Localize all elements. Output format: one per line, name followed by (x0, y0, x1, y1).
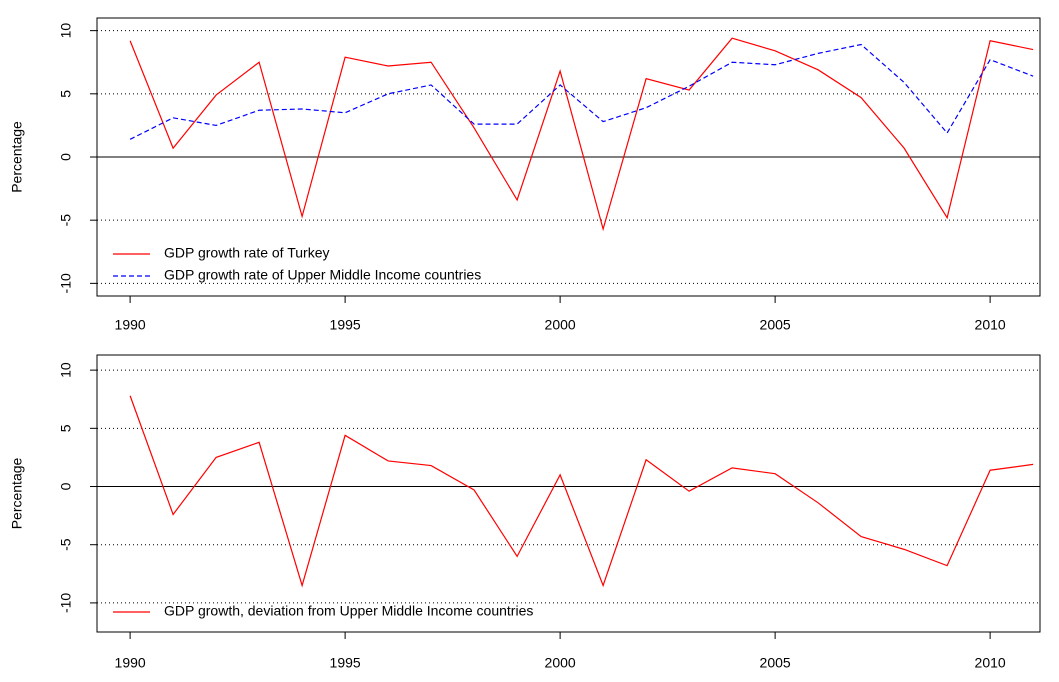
legend-label: GDP growth rate of Turkey (164, 245, 329, 261)
y-tick-label: -5 (58, 538, 74, 551)
legend-label: GDP growth rate of Upper Middle Income c… (164, 267, 481, 283)
y-tick-label: -10 (58, 273, 74, 293)
y-tick-label: 10 (58, 23, 74, 39)
x-tick-label: 2010 (975, 655, 1006, 671)
x-tick-label: 2005 (760, 655, 791, 671)
x-tick-label: 2000 (545, 317, 576, 333)
y-axis-label: Percentage (9, 457, 25, 529)
y-tick-label: 5 (58, 424, 74, 432)
legend-label: GDP growth, deviation from Upper Middle … (164, 603, 533, 619)
y-tick-label: 5 (58, 90, 74, 98)
y-tick-label: -10 (58, 593, 74, 613)
plot-frame (96, 354, 1041, 633)
data-line (129, 395, 1034, 588)
y-axis-label: Percentage (9, 121, 25, 193)
x-tick-label: 1990 (115, 655, 146, 671)
x-tick-label: 1995 (330, 317, 361, 333)
x-tick-label: 1990 (115, 317, 146, 333)
x-tick-label: 2010 (975, 317, 1006, 333)
x-tick-label: 2005 (760, 317, 791, 333)
data-line (129, 37, 1034, 232)
y-tick-label: -5 (58, 214, 74, 227)
x-tick-label: 1995 (330, 655, 361, 671)
y-tick-label: 0 (58, 153, 74, 161)
data-line (129, 43, 1034, 140)
y-tick-label: 10 (58, 362, 74, 378)
y-tick-label: 0 (58, 482, 74, 490)
x-tick-label: 2000 (545, 655, 576, 671)
